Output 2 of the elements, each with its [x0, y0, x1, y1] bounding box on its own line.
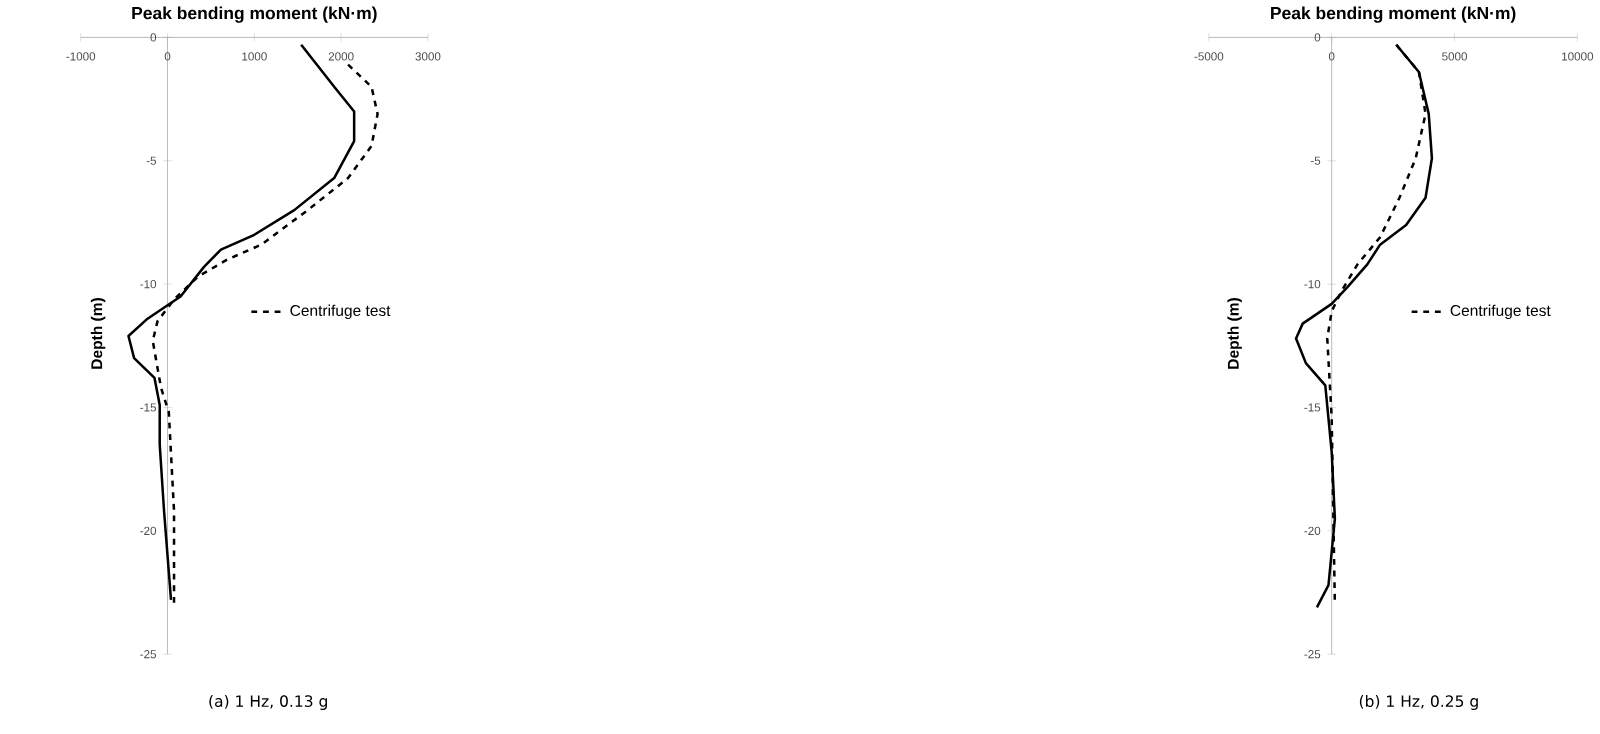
x-axis-title: Peak bending moment (kN·m) [132, 6, 377, 24]
x-axis-title: Peak bending moment (kN·m) [1271, 6, 1516, 24]
